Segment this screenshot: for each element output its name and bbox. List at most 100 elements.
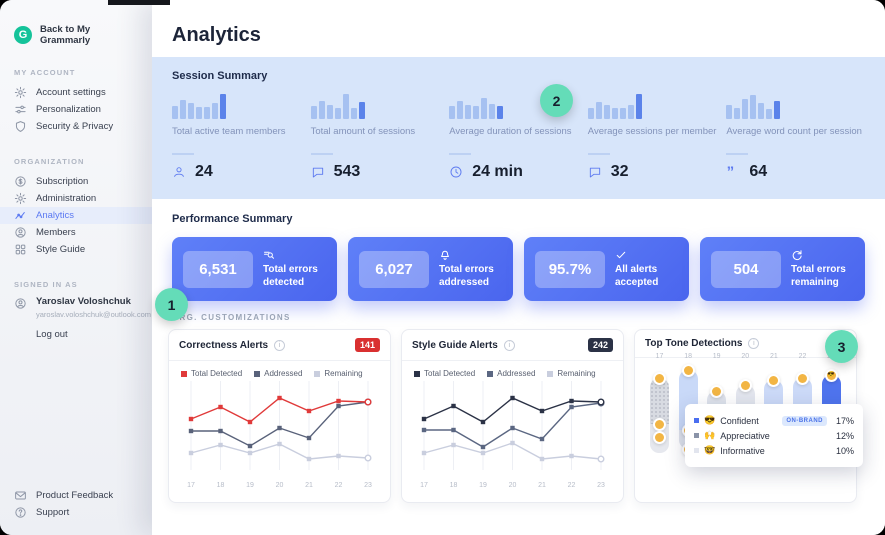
- tone-emoji: 😎: [704, 415, 716, 425]
- svg-text:23: 23: [597, 482, 605, 489]
- sidebar-item-security-privacy[interactable]: Security & Privacy: [0, 118, 152, 135]
- legend-item: Total Detected: [414, 369, 475, 378]
- legend-item: Remaining: [547, 369, 596, 378]
- sidebar-section-header: MY ACCOUNT: [14, 68, 76, 77]
- sidebar-item-label: Support: [36, 507, 70, 518]
- sidebar-section-header: ORGANIZATION: [14, 157, 85, 166]
- stat-label: Average word count per session: [726, 126, 862, 137]
- sidebar-item-label: Product Feedback: [36, 490, 114, 501]
- chart-title: Style Guide Alerts: [412, 339, 498, 351]
- tone-label: Informative: [720, 445, 765, 456]
- sidebar-item-personalization[interactable]: Personalization: [0, 101, 152, 118]
- sidebar-section: MY ACCOUNT Account settings Personalizatio…: [0, 68, 152, 135]
- performance-card-total-errors-detected: 6,531 Total errors detected: [172, 237, 337, 301]
- svg-text:17: 17: [420, 482, 428, 489]
- sidebar-item-label: Members: [36, 227, 76, 238]
- tooltip-row-appreciative: 🙌 Appreciative 12%: [694, 430, 854, 441]
- search-list-icon: [264, 251, 274, 259]
- shield-icon: [15, 121, 26, 132]
- svg-text:18: 18: [450, 482, 458, 489]
- user-email: yaroslav.voloshchuk@outlook.com: [36, 310, 152, 319]
- sidebar-item-label: Analytics: [36, 210, 75, 221]
- mini-bar-chart: [449, 94, 588, 119]
- svg-text:20: 20: [509, 482, 517, 489]
- sidebar-item-label: Account settings: [36, 87, 106, 98]
- sidebar-item-account-settings[interactable]: Account settings: [0, 84, 152, 101]
- mini-bar-chart: [587, 94, 727, 119]
- tone-percentage: 17%: [835, 415, 854, 426]
- stat-value: 64: [749, 163, 768, 180]
- performance-summary-title: Performance Summary: [172, 213, 293, 225]
- tone-emoji: 🤓: [704, 445, 716, 455]
- tone-label: Confident: [720, 415, 759, 426]
- chart-card-style-guide-alerts: Style Guide Alerts i 242 Total Detected Addr…: [401, 329, 624, 503]
- svg-text:21: 21: [305, 482, 313, 489]
- user-name: Yaroslav Voloshchuk: [36, 296, 131, 307]
- sidebar-item-administration[interactable]: Administration: [0, 190, 152, 207]
- tone-emoji-marker: [653, 418, 666, 431]
- svg-text:23: 23: [364, 482, 372, 489]
- back-to-grammarly-link[interactable]: G Back to My Grammarly: [0, 24, 152, 46]
- check-icon: [616, 251, 626, 259]
- gear-icon: [14, 192, 27, 205]
- tone-chart: 171819202122😎🙌23😎ConfidentON-BRAND17%🙌Ap…: [643, 353, 863, 496]
- tone-emoji-marker: [710, 385, 724, 398]
- tone-percentage: 10%: [835, 445, 854, 456]
- bell-icon: [441, 250, 449, 260]
- line-chart: 17 18 19 20 21 22 23: [187, 381, 372, 489]
- on-brand-badge: ON-BRAND: [782, 415, 827, 426]
- tone-label: Appreciative: [720, 430, 770, 441]
- sidebar-footer-support[interactable]: Support: [0, 504, 152, 521]
- info-icon[interactable]: i: [274, 339, 286, 351]
- svg-text:19: 19: [246, 482, 254, 489]
- tone-emoji-marker: [738, 379, 752, 392]
- question-icon: [15, 507, 26, 518]
- session-summary-panel: Session Summary Total active team member…: [152, 57, 885, 199]
- tone-x-label: 18: [684, 353, 692, 360]
- svg-text:20: 20: [276, 482, 284, 489]
- stat-divider: [587, 153, 610, 155]
- svg-text:”: ”: [727, 165, 735, 179]
- person-circle-icon: [15, 227, 26, 238]
- clock-icon: [450, 166, 462, 178]
- main-content: Analytics Session Summary Total active t…: [152, 0, 885, 535]
- session-summary-title: Session Summary: [172, 70, 268, 82]
- sidebar-item-subscription[interactable]: Subscription: [0, 173, 152, 190]
- session-stat-total-active-team-members: Total active team members 24: [172, 94, 311, 181]
- chart-card-correctness-alerts: Correctness Alerts i 141 Total Detected Addr…: [168, 329, 391, 503]
- stat-label: Total amount of sessions: [310, 126, 416, 137]
- mini-bar-chart: [726, 94, 865, 119]
- sidebar-footer-product-feedback[interactable]: Product Feedback: [0, 487, 152, 504]
- grid-icon: [15, 244, 26, 255]
- tone-x-label: 22: [798, 353, 807, 360]
- tooltip-row-confident: 😎 Confident ON-BRAND 17%: [694, 415, 854, 426]
- tone-emoji-marker: [767, 374, 781, 387]
- sidebar-item-label: Personalization: [36, 104, 101, 115]
- sidebar: G Back to My Grammarly MY ACCOUNT Account…: [0, 0, 152, 535]
- logout-link[interactable]: Log out: [36, 329, 68, 340]
- card-value: 6,027: [359, 250, 429, 288]
- performance-summary-panel: Performance Summary 6,531 Total errors de…: [152, 199, 885, 301]
- info-icon[interactable]: i: [503, 339, 515, 351]
- avatar: [14, 296, 27, 315]
- performance-card-total-errors-remaining: 504 Total errors remaining: [700, 237, 865, 301]
- sidebar-item-members[interactable]: Members: [0, 224, 152, 241]
- person-circle-icon: [15, 298, 26, 309]
- annotation-circle-2: 2: [540, 84, 573, 117]
- stat-divider: [449, 153, 472, 155]
- card-label: Total errors addressed: [439, 264, 494, 288]
- annotation-circle-1: 1: [155, 288, 188, 321]
- sidebar-item-style-guide[interactable]: Style Guide: [0, 241, 152, 258]
- chat-icon: [312, 167, 323, 178]
- legend-item: Total Detected: [181, 369, 242, 378]
- tone-x-label: 17: [655, 353, 664, 360]
- sidebar-item-analytics[interactable]: Analytics: [0, 207, 152, 224]
- signed-in-header: SIGNED IN AS: [14, 280, 78, 289]
- card-label: Total errors remaining: [791, 264, 846, 288]
- mini-bar-chart: [172, 94, 311, 119]
- info-icon[interactable]: i: [748, 338, 760, 349]
- svg-text:22: 22: [335, 482, 343, 489]
- svg-text:18: 18: [217, 482, 225, 489]
- chart-legend: Total Detected Addressed Remaining: [169, 361, 390, 378]
- mini-bar-chart: [310, 94, 450, 119]
